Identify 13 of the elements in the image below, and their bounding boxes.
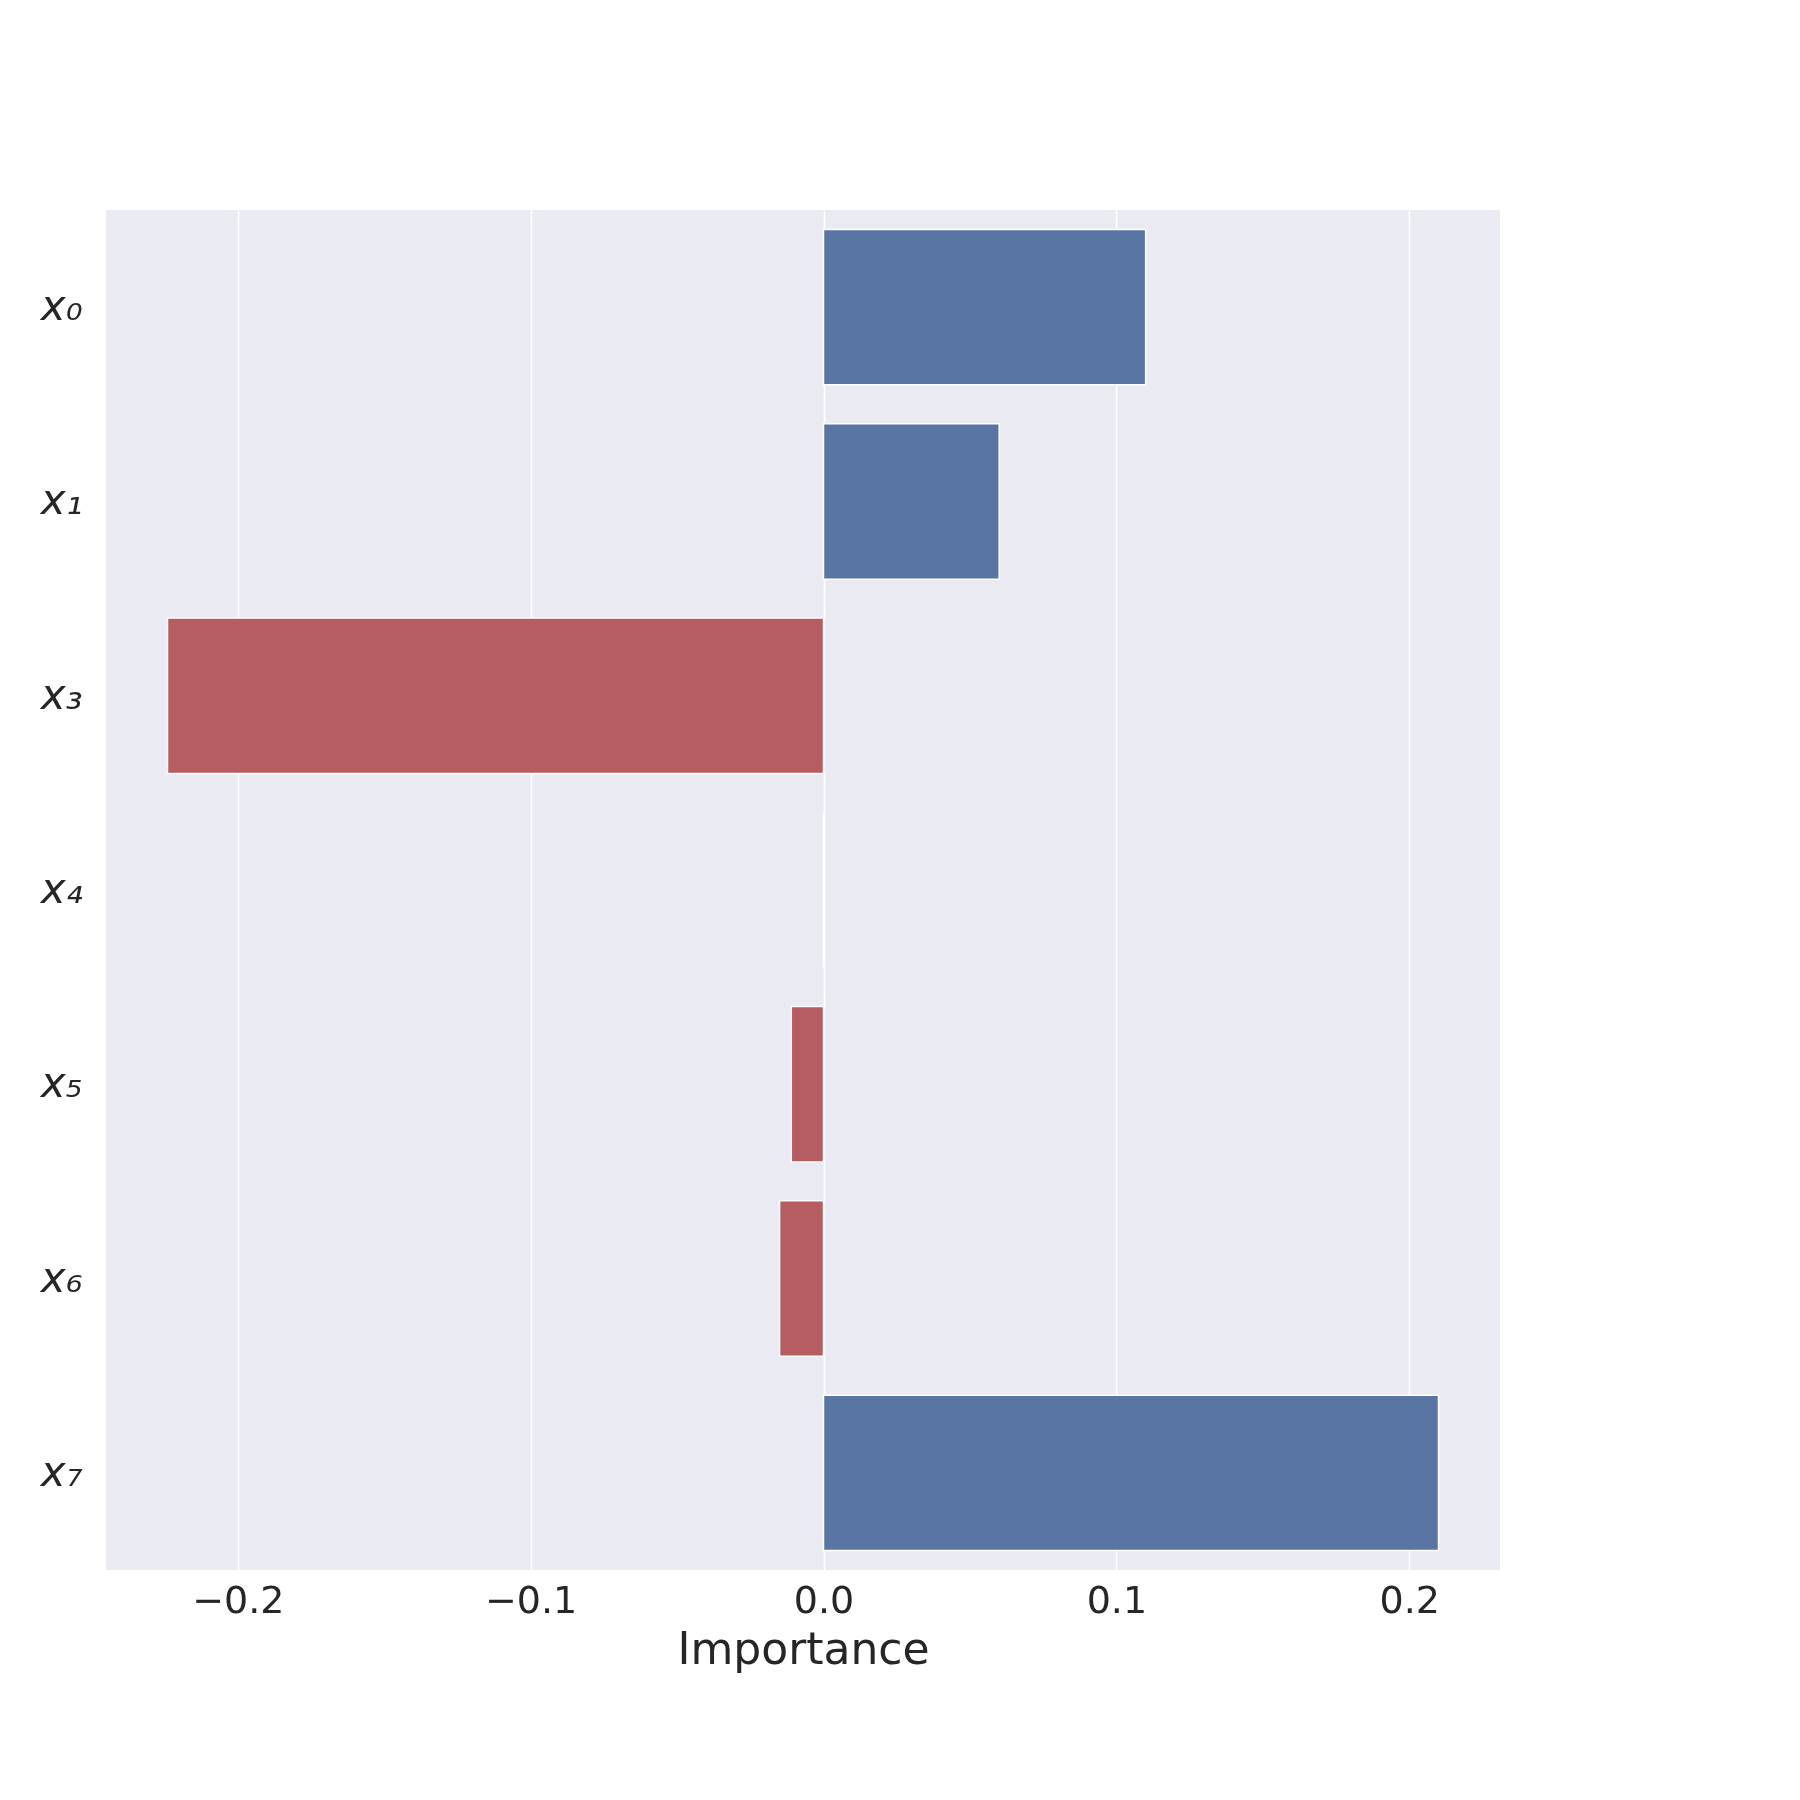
x-tick-label: −0.1 (485, 1577, 578, 1622)
y-tick-label: x₆ (38, 1252, 83, 1302)
x-axis-title: Importance (677, 1622, 930, 1674)
y-tick-label: x₇ (38, 1446, 83, 1496)
y-tick-label: x₃ (38, 669, 83, 719)
x-tick-label: 0.1 (1086, 1577, 1148, 1622)
x-tick-label: 0.2 (1379, 1577, 1440, 1622)
y-tick-label: x₁ (38, 475, 83, 525)
x-tick-label: −0.2 (192, 1577, 285, 1622)
x-tick-label: 0.0 (793, 1577, 855, 1622)
y-tick-label: x₄ (38, 864, 83, 913)
y-tick-label: x₀ (38, 281, 83, 331)
y-tick-label: x₅ (38, 1058, 83, 1108)
